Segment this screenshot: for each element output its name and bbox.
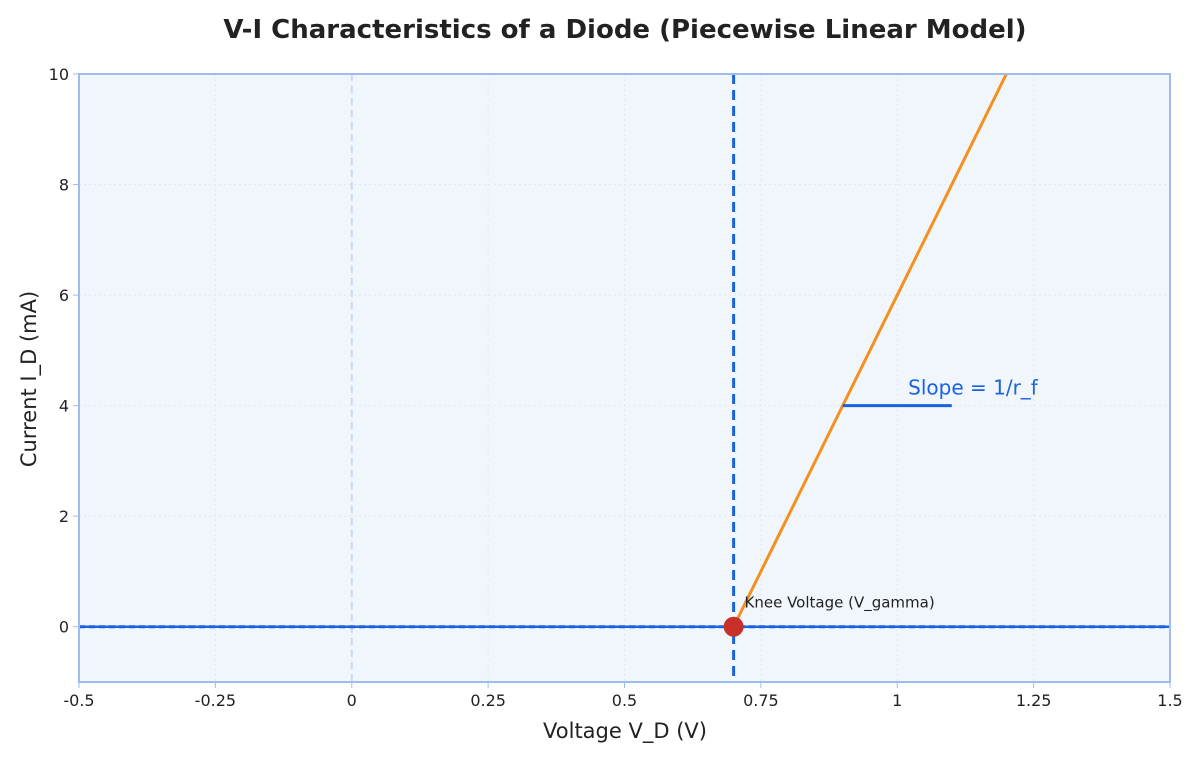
forward-conduction-line xyxy=(732,73,1008,628)
x-tick-label: -0.5 xyxy=(63,691,94,710)
y-tick-label: 4 xyxy=(59,397,69,416)
y-tick-label: 8 xyxy=(59,176,69,195)
x-tick-label: 1 xyxy=(892,691,902,710)
knee-point-marker xyxy=(723,616,744,637)
x-tick-label: 1.5 xyxy=(1157,691,1182,710)
x-tick-label: 0.25 xyxy=(470,691,506,710)
x-tick-label: -0.25 xyxy=(195,691,236,710)
y-tick-label: 10 xyxy=(49,65,69,84)
x-tick-label: 0 xyxy=(347,691,357,710)
chart-title: V-I Characteristics of a Diode (Piecewis… xyxy=(223,15,1026,45)
x-tick-label: 1.25 xyxy=(1016,691,1052,710)
x-axis-label: Voltage V_D (V) xyxy=(543,719,707,744)
y-axis-label: Current I_D (mA) xyxy=(17,291,42,467)
x-tick-label: 0.5 xyxy=(612,691,637,710)
y-tick-label: 6 xyxy=(59,286,69,305)
y-tick-label: 2 xyxy=(59,507,69,526)
y-tick-label: 0 xyxy=(59,618,69,637)
x-tick-label: 0.75 xyxy=(743,691,779,710)
knee-voltage-annotation: Knee Voltage (V_gamma) xyxy=(745,593,935,612)
slope-annotation: Slope = 1/r_f xyxy=(908,376,1039,400)
